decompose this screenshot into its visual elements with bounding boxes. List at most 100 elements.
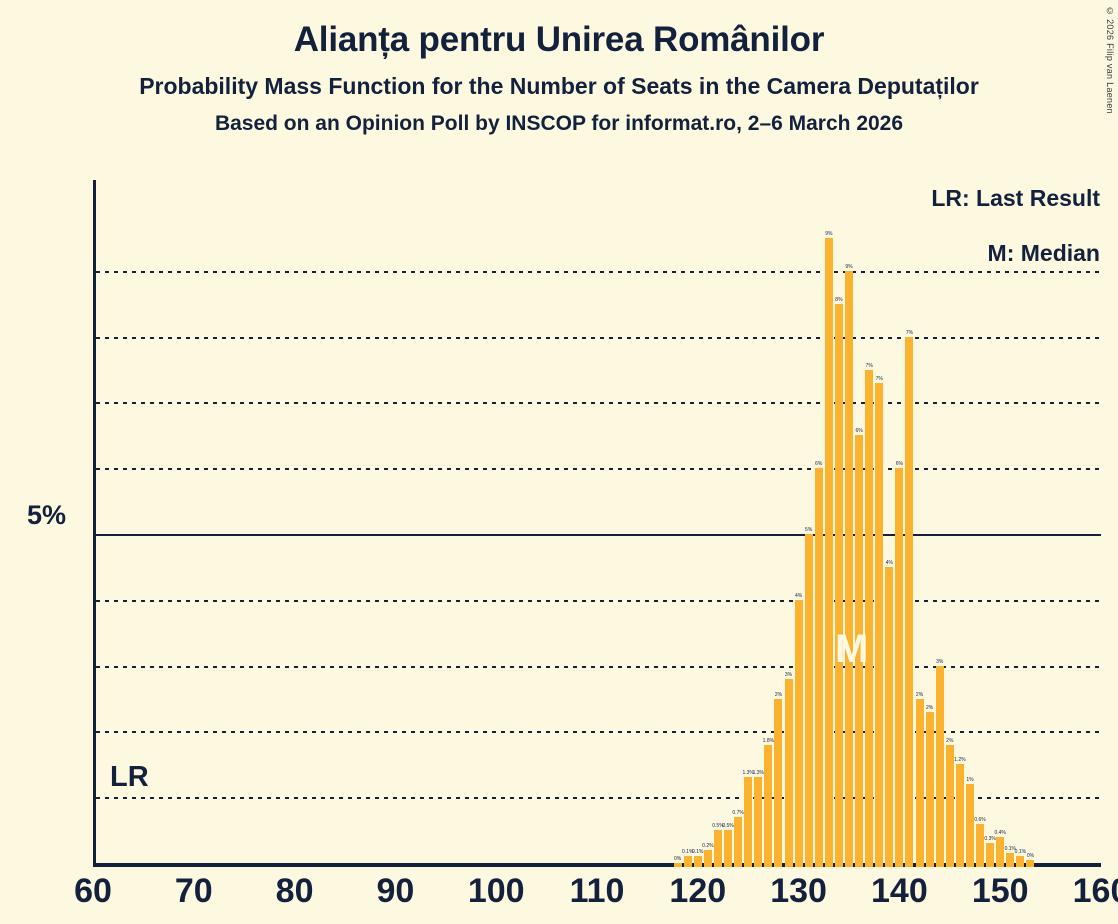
bar-value-label: 7% — [905, 329, 914, 336]
last-result-marker: LR — [110, 761, 149, 793]
bar-seat-131: 5% — [804, 528, 813, 867]
bar-value-label: 3% — [936, 658, 944, 665]
legend-last-result: LR: Last Result — [931, 185, 1100, 211]
x-tick-140: 140 — [871, 872, 928, 910]
gridline-5pct — [96, 534, 1101, 536]
x-tick-130: 130 — [770, 872, 827, 910]
bar-value-label: 1.8% — [762, 737, 775, 744]
x-tick-100: 100 — [467, 872, 525, 910]
bar-seat-145: 2% — [945, 738, 954, 867]
x-tick-80: 80 — [275, 872, 314, 910]
gridline-9pct — [96, 270, 1101, 273]
bar-seat-151: 0.1% — [1005, 847, 1016, 867]
bar-value-label: 0.4% — [994, 829, 1006, 836]
gridline-8pct — [96, 336, 1101, 339]
bar-seat-141: 7% — [905, 330, 914, 867]
bar-seat-124: 0.7% — [732, 810, 744, 867]
bar-value-label: 4% — [794, 592, 803, 599]
x-axis-line — [93, 863, 1101, 867]
bar-value-label: 1.3% — [742, 770, 754, 777]
legend-median: M: Median — [987, 240, 1100, 266]
y-axis-line — [93, 180, 96, 867]
bar-seat-118: 0% — [673, 857, 682, 867]
gridline-2pct — [96, 731, 1101, 734]
x-tick-120: 120 — [669, 872, 727, 910]
y-axis-label-5pct: 5% — [27, 500, 67, 530]
x-tick-60: 60 — [74, 872, 112, 910]
bar-seat-150: 0.4% — [994, 830, 1006, 867]
gridline-7pct — [96, 402, 1101, 405]
bar-seat-128: 2% — [774, 692, 783, 867]
bar-seat-144: 3% — [935, 659, 944, 867]
bar-seat-149: 0.3% — [984, 837, 996, 867]
bar-value-label: 7% — [875, 375, 883, 382]
chart-source-note: Based on an Opinion Poll by INSCOP for i… — [214, 111, 904, 135]
bar-value-label: 2% — [946, 737, 954, 744]
median-marker: M — [835, 627, 869, 672]
x-tick-150: 150 — [971, 872, 1029, 910]
gridline-6pct — [96, 468, 1101, 471]
bar-value-label: 9% — [845, 263, 853, 270]
bar-seat-134: 8% — [834, 297, 843, 867]
bar-value-label: 1.2% — [954, 757, 966, 764]
x-tick-110: 110 — [569, 872, 625, 910]
x-tick-70: 70 — [174, 872, 213, 910]
bar-value-label: 0.5% — [722, 823, 734, 830]
bar-seat-143: 2% — [925, 705, 934, 867]
bar-seat-146: 1.2% — [954, 758, 966, 867]
bar-value-label: 6% — [895, 461, 904, 468]
bar-value-label: 0.1% — [1014, 849, 1027, 856]
bar-seat-126: 1.3% — [753, 771, 764, 867]
bar-seat-130: 4% — [794, 593, 803, 867]
chart-plot-area: 0% 0.1% 0.1% 0.2% 0.5% 0.5% 0.7% 1.3% 1.3% 1.8% 2%… — [93, 180, 1101, 867]
bar-value-label: 1.3% — [752, 770, 764, 777]
bar-seat-132: 6% — [814, 462, 823, 867]
bar-value-label: 0.1% — [1004, 846, 1016, 853]
bar-value-label: 2% — [926, 704, 934, 711]
bar-value-label: 0% — [674, 856, 682, 862]
bar-value-label: 4% — [885, 559, 893, 566]
bar-seat-129: 3% — [784, 672, 793, 867]
bar-value-label: 8% — [835, 296, 843, 303]
page-title: Alianța pentru Unirea Românilor — [293, 20, 825, 59]
bar-seat-135: 9% — [845, 264, 853, 867]
bar-seat-122: 0.5% — [712, 824, 724, 867]
bar-value-label: 0.2% — [702, 842, 714, 849]
bar-seat-125: 1.3% — [742, 771, 754, 867]
x-tick-160: 160 — [1072, 872, 1118, 910]
gridline-3pct — [96, 665, 1101, 668]
x-tick-90: 90 — [376, 872, 415, 910]
bar-value-label: 0.7% — [732, 809, 744, 816]
chart-subtitle: Probability Mass Function for the Number… — [139, 72, 979, 99]
bar-value-label: 2% — [774, 691, 783, 698]
bar-seat-123: 0.5% — [722, 824, 734, 867]
gridline-1pct — [96, 797, 1101, 800]
copyright-notice: © 2026 Filip van Laenen — [1105, 6, 1115, 114]
bar-seat-140: 6% — [895, 462, 904, 867]
bar-value-label: 0.3% — [984, 836, 996, 843]
bar-seat-120: 0.1% — [692, 850, 704, 867]
bar-seat-133: 9% — [824, 231, 833, 867]
bar-value-label: 3% — [784, 671, 793, 678]
bar-seat-148: 0.6% — [974, 817, 986, 867]
bar-value-label: 5% — [805, 527, 813, 533]
gridline-4pct — [96, 599, 1101, 602]
bar-value-label: 9% — [825, 230, 833, 237]
bar-seat-153: 0% — [1026, 853, 1035, 867]
bar-value-label: 0.5% — [712, 823, 724, 830]
bar-value-label: 0.1% — [692, 849, 704, 856]
bar-value-label: 0.1% — [682, 849, 694, 856]
x-axis-ticks: 60 70 80 90 100 110 120 130 140 150 160 — [74, 872, 1118, 922]
bar-seat-119: 0.1% — [682, 850, 693, 867]
bar-seat-127: 1.8% — [763, 738, 774, 867]
bar-seat-142: 2% — [915, 692, 924, 867]
bar-value-label: 7% — [865, 362, 873, 369]
bar-seat-152: 0.1% — [1015, 850, 1026, 867]
bar-value-label: 0% — [1026, 852, 1035, 859]
bar-seat-121: 0.2% — [702, 843, 714, 867]
bar-seat-138: 7% — [875, 376, 884, 867]
bar-value-label: 0.6% — [974, 816, 986, 823]
bar-value-label: 1% — [966, 777, 974, 784]
bar-seat-147: 1% — [965, 778, 974, 867]
bar-seat-139: 4% — [885, 560, 894, 867]
